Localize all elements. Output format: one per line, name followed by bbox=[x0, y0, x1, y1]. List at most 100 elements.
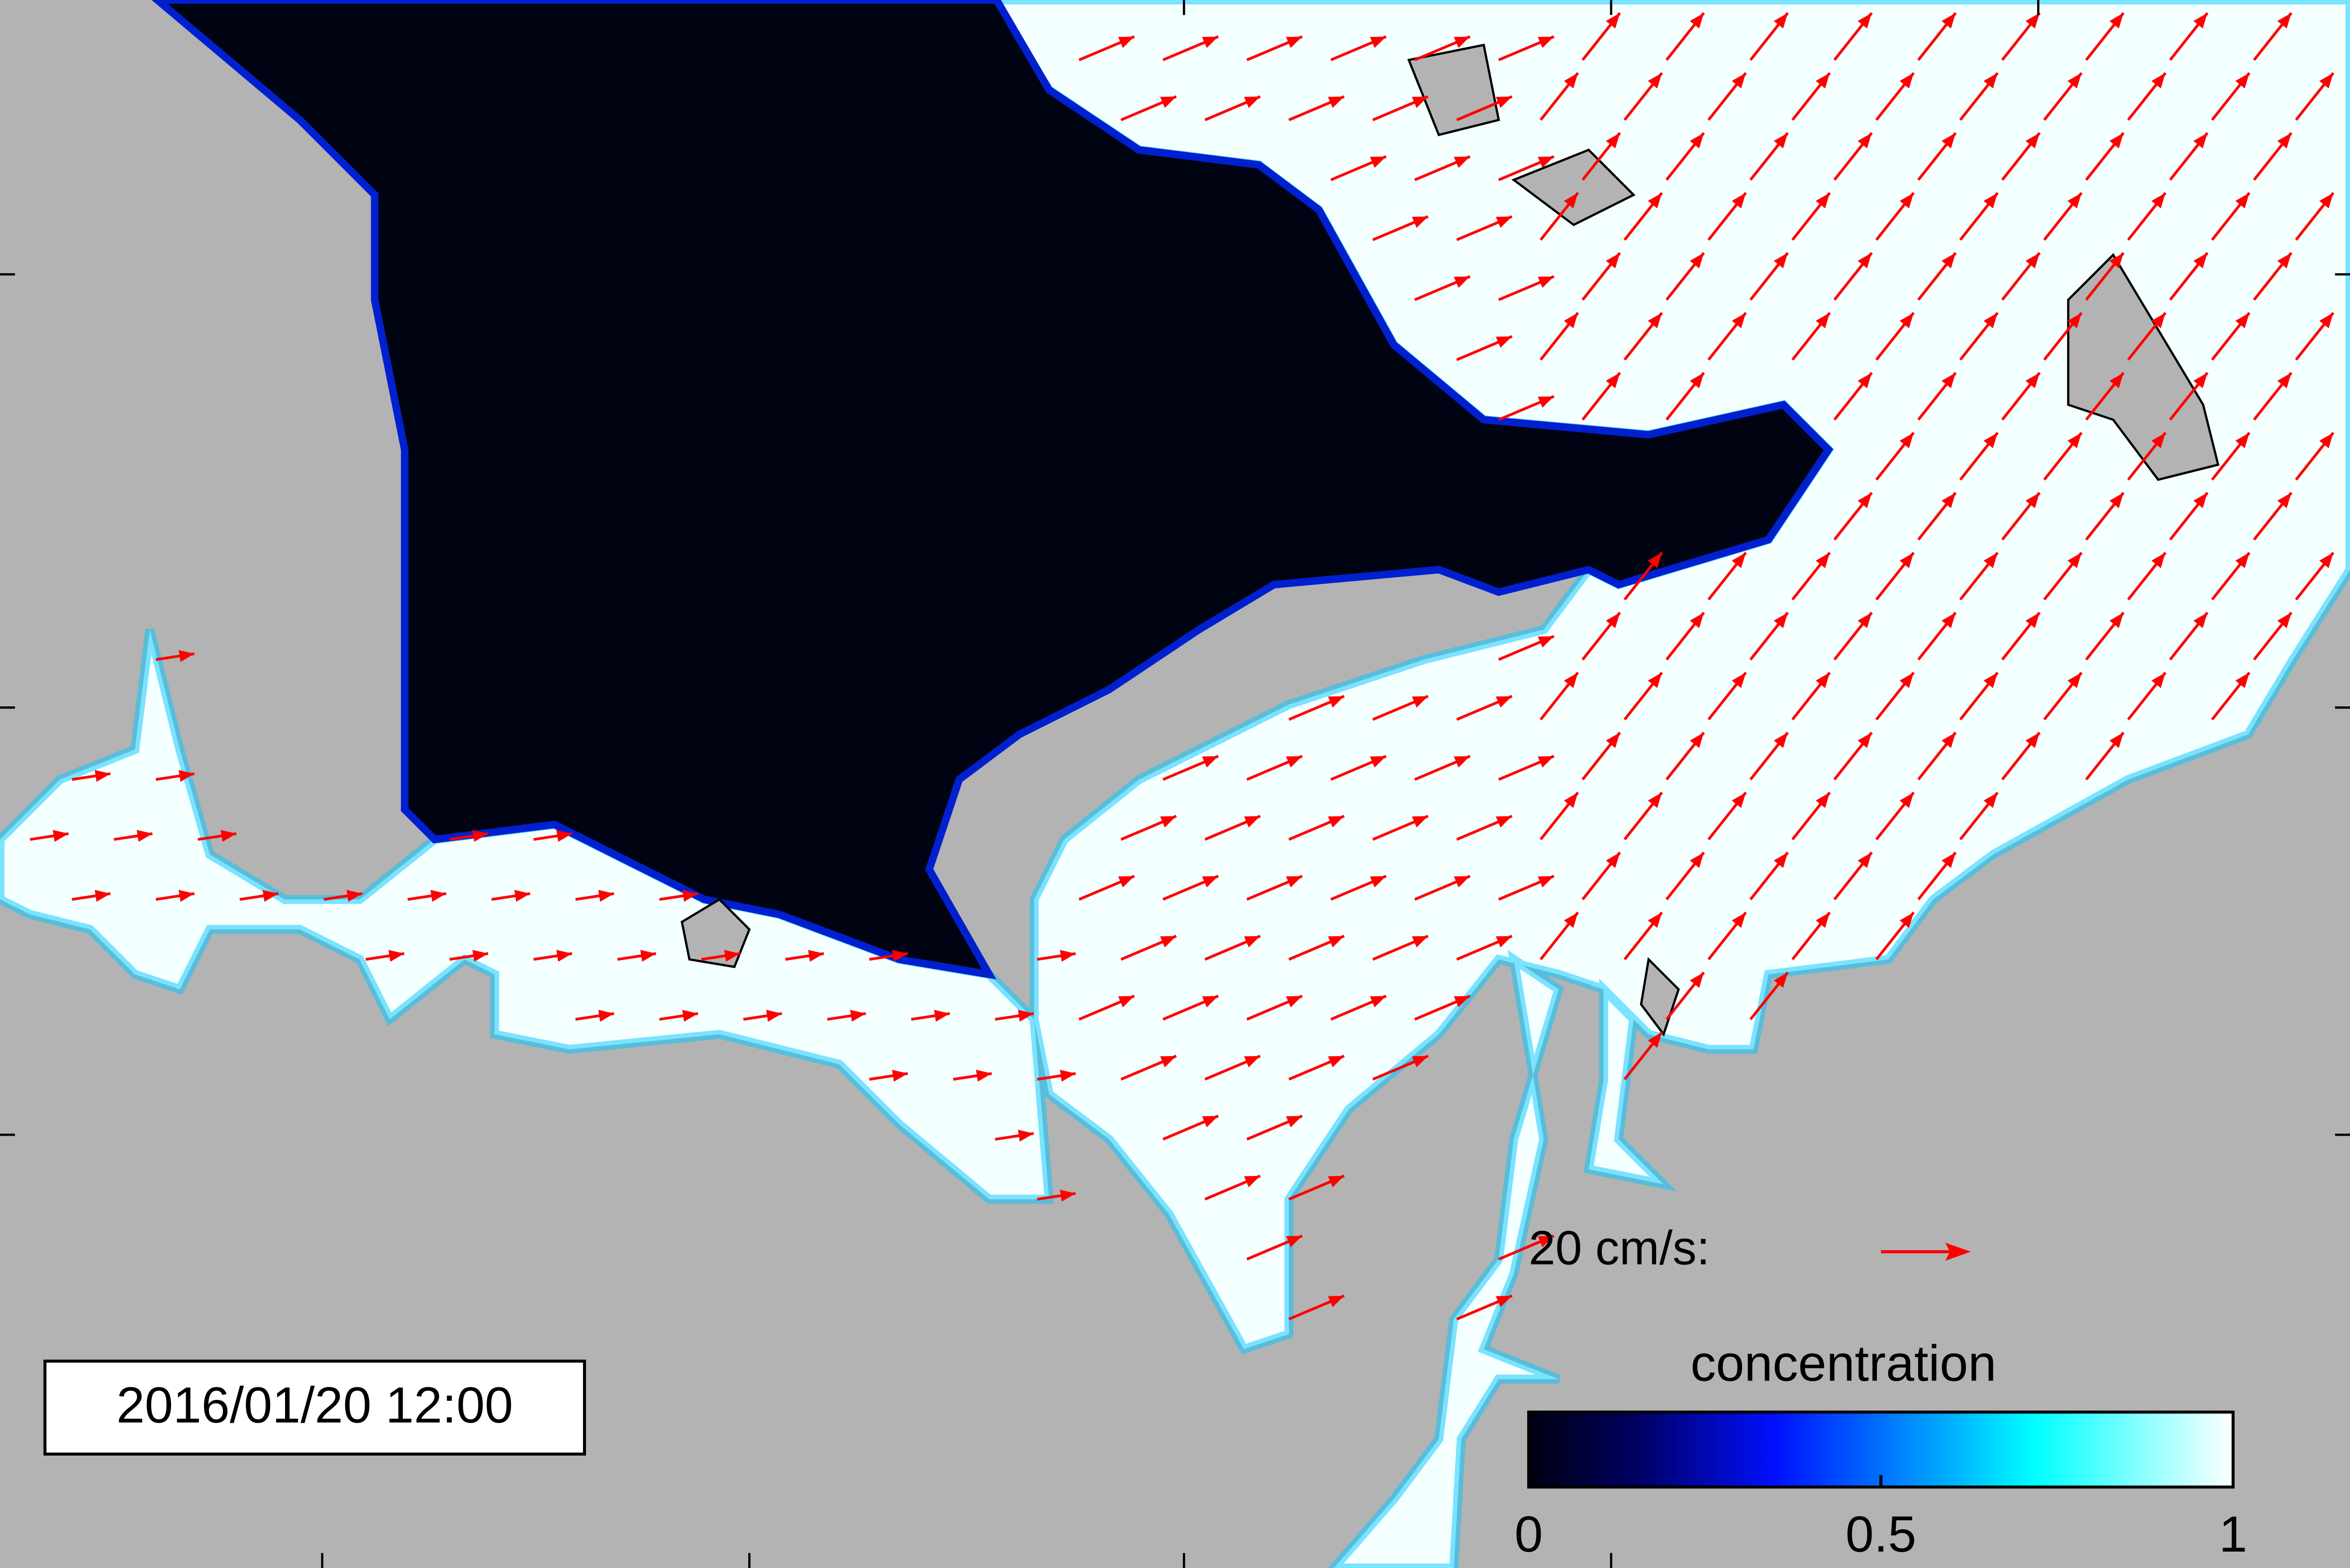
velocity-arrow-head bbox=[1942, 133, 1956, 149]
velocity-arrow-head bbox=[1564, 792, 1578, 808]
velocity-arrow-head bbox=[1606, 612, 1620, 628]
velocity-arrow-head bbox=[2193, 492, 2208, 508]
velocity-arrow-head bbox=[2025, 732, 2040, 748]
velocity-arrow-head bbox=[1732, 312, 1746, 328]
velocity-arrow-head bbox=[136, 830, 153, 842]
velocity-arrow-head bbox=[1648, 312, 1662, 328]
velocity-arrow-head bbox=[1286, 756, 1302, 768]
velocity-arrow-head bbox=[1495, 336, 1512, 348]
velocity-arrow-head bbox=[1689, 972, 1704, 988]
velocity-arrow-head bbox=[1983, 73, 1998, 89]
velocity-arrow-head bbox=[1815, 73, 1830, 89]
velocity-arrow-head bbox=[1773, 852, 1788, 868]
velocity-arrow-head bbox=[2151, 312, 2166, 328]
velocity-arrow-head bbox=[2151, 193, 2166, 208]
velocity-arrow-head bbox=[1899, 673, 1914, 688]
velocity-arrow-head bbox=[1118, 996, 1135, 1007]
velocity-arrow-head bbox=[556, 950, 572, 962]
velocity-arrow-head bbox=[1564, 912, 1578, 928]
velocity-arrow-head bbox=[1244, 936, 1261, 948]
velocity-arrow-head bbox=[2025, 253, 2040, 269]
velocity-arrow-head bbox=[179, 889, 195, 902]
velocity-arrow-head bbox=[1538, 1236, 1554, 1248]
velocity-arrow-head bbox=[2025, 492, 2040, 508]
velocity-arrow-head bbox=[2109, 253, 2124, 269]
velocity-arrow-head bbox=[388, 950, 404, 962]
velocity-arrow-head bbox=[1018, 1130, 1034, 1142]
velocity-arrow-head bbox=[2151, 552, 2166, 569]
velocity-arrow-head bbox=[1606, 253, 1620, 269]
velocity-arrow-head bbox=[1815, 312, 1830, 328]
velocity-arrow-head bbox=[2025, 13, 2040, 29]
velocity-arrow-head bbox=[1815, 673, 1830, 688]
velocity-arrow-head bbox=[2025, 133, 2040, 149]
velocity-arrow-head bbox=[2067, 673, 2082, 688]
velocity-arrow-head bbox=[1412, 936, 1428, 948]
velocity-arrow-head bbox=[1689, 612, 1704, 628]
velocity-arrow-head bbox=[1118, 876, 1135, 887]
velocity-arrow-head bbox=[1538, 756, 1554, 768]
velocity-arrow-head bbox=[1454, 756, 1470, 768]
colorbar-tick-label: 0.5 bbox=[1846, 1505, 1916, 1563]
velocity-arrow-head bbox=[2067, 432, 2082, 448]
velocity-arrow-head bbox=[1942, 253, 1956, 269]
velocity-arrow-head bbox=[1773, 13, 1788, 29]
velocity-arrow-head bbox=[1648, 1032, 1662, 1048]
velocity-arrow-head bbox=[1202, 756, 1218, 768]
open-water bbox=[151, 0, 1834, 980]
velocity-arrow-head bbox=[472, 950, 489, 962]
velocity-arrow-head bbox=[1899, 73, 1914, 89]
velocity-arrow-head bbox=[1160, 1056, 1176, 1068]
velocity-arrow-head bbox=[598, 1009, 614, 1022]
velocity-arrow-head bbox=[1773, 732, 1788, 748]
velocity-arrow-head bbox=[1202, 36, 1218, 48]
velocity-arrows bbox=[29, 12, 2335, 1321]
velocity-arrow-head bbox=[2277, 492, 2292, 508]
velocity-arrow-head bbox=[1983, 193, 1998, 208]
velocity-arrow-head bbox=[2067, 193, 2082, 208]
velocity-arrow-head bbox=[1370, 876, 1386, 887]
velocity-arrow-head bbox=[1815, 552, 1830, 569]
velocity-arrow-head bbox=[1328, 696, 1344, 708]
velocity-arrow-head bbox=[1858, 13, 1872, 29]
velocity-arrow-head bbox=[1202, 996, 1218, 1007]
velocity-arrow-head bbox=[1454, 276, 1470, 288]
velocity-arrow-head bbox=[1328, 1295, 1344, 1307]
velocity-arrow-head bbox=[1899, 792, 1914, 808]
velocity-arrow-head bbox=[2193, 253, 2208, 269]
velocity-arrow-head bbox=[1815, 912, 1830, 928]
velocity-arrow-head bbox=[2193, 13, 2208, 29]
velocity-arrow-head bbox=[2277, 13, 2292, 29]
velocity-arrow-head bbox=[1244, 1056, 1261, 1068]
velocity-arrow-head bbox=[2235, 673, 2250, 688]
velocity-arrow-head bbox=[1370, 156, 1386, 168]
velocity-arrow-head bbox=[1689, 133, 1704, 149]
velocity-arrow-head bbox=[1412, 1056, 1428, 1068]
velocity-arrow-head bbox=[1412, 696, 1428, 708]
velocity-scale-label: 20 cm/s: bbox=[1529, 1222, 1710, 1275]
velocity-arrow-head bbox=[2277, 253, 2292, 269]
velocity-arrow-head bbox=[1286, 876, 1302, 887]
velocity-arrow-head bbox=[2235, 552, 2250, 569]
velocity-arrow-head bbox=[514, 889, 530, 902]
velocity-arrow-head bbox=[1286, 36, 1302, 48]
island bbox=[681, 43, 2220, 1037]
velocity-arrow-head bbox=[2319, 552, 2334, 569]
velocity-arrow-head bbox=[1689, 13, 1704, 29]
velocity-arrow-head bbox=[1899, 432, 1914, 448]
velocity-arrow-head bbox=[179, 650, 195, 662]
velocity-arrow-head bbox=[1412, 816, 1428, 828]
velocity-arrow-head bbox=[2277, 373, 2292, 389]
velocity-arrow-head bbox=[1160, 97, 1176, 108]
velocity-arrow-head bbox=[808, 950, 824, 962]
velocity-arrow-head bbox=[1202, 1116, 1218, 1128]
velocity-arrow-head bbox=[2067, 312, 2082, 328]
velocity-arrow-head bbox=[850, 1009, 866, 1022]
velocity-arrow-head bbox=[262, 889, 279, 902]
velocity-arrow-head bbox=[1370, 996, 1386, 1007]
velocity-arrow-head bbox=[1160, 936, 1176, 948]
velocity-arrow-head bbox=[1495, 696, 1512, 708]
velocity-arrow-head bbox=[2193, 612, 2208, 628]
